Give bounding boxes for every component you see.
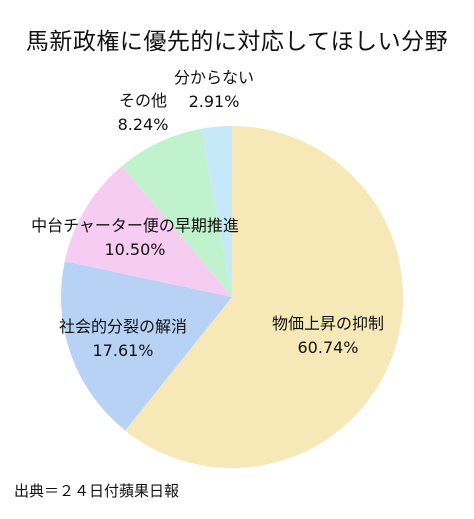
source-note: 出典＝２４日付蘋果日報: [14, 482, 180, 500]
slice-percent-label: 60.74%: [297, 338, 359, 357]
slice-other: [121, 128, 232, 297]
slice-category-label: 中台チャーター便の早期推進: [31, 216, 239, 235]
slice-unknown: [200, 126, 232, 297]
slice-label-other: その他 8.24%: [118, 89, 169, 137]
slice-charter: [64, 166, 233, 297]
slice-category-label: その他: [118, 91, 168, 110]
slice-label-charter: 中台チャーター便の早期推進 10.50%: [31, 214, 239, 262]
slice-category-label: 物価上昇の抑制: [271, 314, 385, 333]
slice-percent-label: 17.61%: [92, 341, 154, 360]
slice-percent-label: 10.50%: [104, 240, 166, 259]
slice-label-division: 社会的分裂の解消 17.61%: [59, 315, 187, 363]
slice-label-price: 物価上昇の抑制 60.74%: [272, 312, 384, 360]
chart-title: 馬新政権に優先的に対応してほしい分野: [25, 29, 449, 55]
slice-category-label: 分からない: [173, 68, 255, 87]
slice-percent-label: 8.24%: [117, 115, 169, 134]
slice-price: [125, 126, 404, 469]
slice-label-unknown: 分からない 2.91%: [174, 66, 254, 114]
slice-division: [61, 261, 232, 431]
slice-percent-label: 2.91%: [188, 92, 240, 111]
slice-category-label: 社会的分裂の解消: [58, 317, 188, 336]
